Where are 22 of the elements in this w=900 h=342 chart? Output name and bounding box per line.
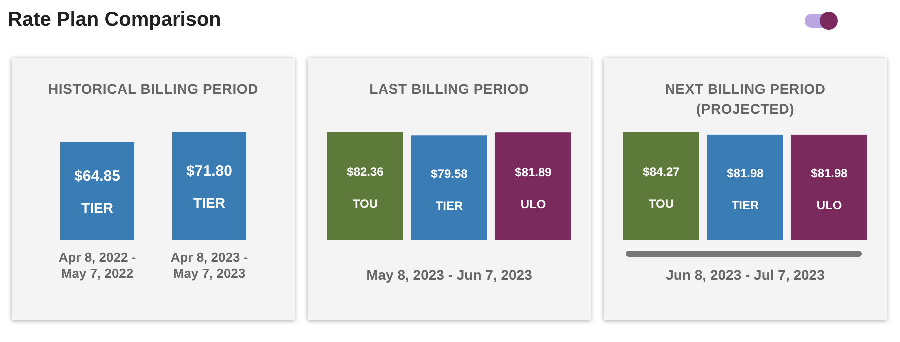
chart-title: LAST BILLING PERIOD xyxy=(370,81,530,97)
chart-title: NEXT BILLING PERIOD (PROJECTED) xyxy=(665,81,826,117)
data-label: $81.98 xyxy=(727,166,764,180)
data-label: $84.27 xyxy=(643,165,680,179)
x-tick-label: ULO xyxy=(520,197,546,212)
x-tick-label: TOU xyxy=(648,197,674,211)
data-label: $81.89 xyxy=(515,165,552,180)
x-tick-label: TOU xyxy=(352,197,378,211)
x-tick-label: Apr 8, 2022 - May 7, 2022 xyxy=(58,250,136,281)
data-label: $79.58 xyxy=(431,166,468,181)
chart-title: HISTORICAL BILLING PERIOD xyxy=(48,81,258,97)
data-label: $71.80 xyxy=(186,163,232,180)
text: Rate Plan Comparison xyxy=(8,9,222,31)
data-label: $81.98 xyxy=(811,166,848,180)
x-tick-label: ULO xyxy=(816,198,842,212)
data-label: $64.85 xyxy=(74,168,120,186)
data-label: $82.36 xyxy=(347,165,384,179)
x-tick-label: TIER xyxy=(732,198,760,212)
x-axis-title: May 8, 2023 - Jun 7, 2023 xyxy=(366,267,533,283)
x-axis-title: Jun 8, 2023 - Jul 7, 2023 xyxy=(666,267,826,283)
x-tick-label: Apr 8, 2023 - May 7, 2023 xyxy=(170,250,248,281)
x-tick-label: TIER xyxy=(436,198,464,213)
